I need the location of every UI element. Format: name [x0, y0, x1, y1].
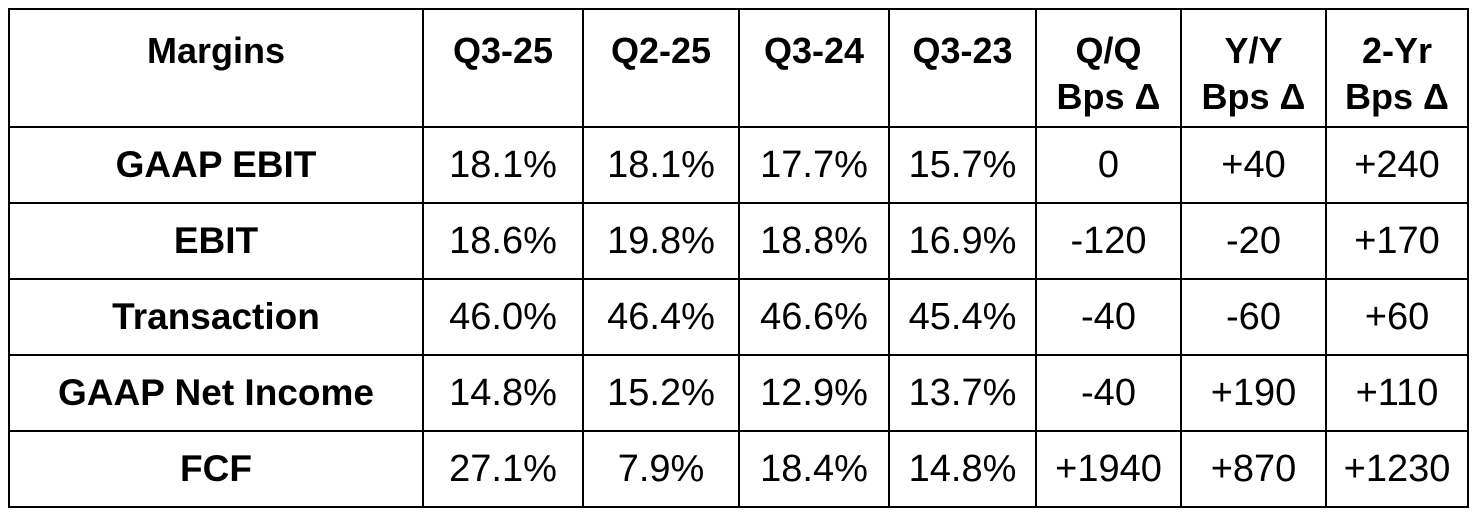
table-row: EBIT 18.6% 19.8% 18.8% 16.9% -120 -20 +170	[8, 202, 1469, 280]
table-row: FCF 27.1% 7.9% 18.4% 14.8% +1940 +870 +1230	[8, 430, 1469, 508]
cell: +170	[1325, 202, 1469, 280]
cell: 45.4%	[888, 278, 1037, 356]
header-cell: Q3-24	[738, 8, 890, 128]
cell: 27.1%	[422, 430, 584, 508]
cell: 16.9%	[888, 202, 1037, 280]
cell: 13.7%	[888, 354, 1037, 432]
cell: +1940	[1035, 430, 1182, 508]
cell: 18.1%	[422, 126, 584, 204]
cell: 15.2%	[582, 354, 740, 432]
cell: 17.7%	[738, 126, 890, 204]
row-label: FCF	[8, 430, 424, 508]
cell: 19.8%	[582, 202, 740, 280]
table-row: GAAP Net Income 14.8% 15.2% 12.9% 13.7% -40 +1…	[8, 354, 1469, 432]
table-row: GAAP EBIT 18.1% 18.1% 17.7% 15.7% 0 +40 +240	[8, 126, 1469, 204]
header-cell: Margins	[8, 8, 424, 128]
header-row: Margins Q3-25 Q2-25 Q3-24 Q3-23 Q/Q Bps Δ Y/Y …	[8, 8, 1469, 128]
row-label: GAAP Net Income	[8, 354, 424, 432]
header-cell: Q/Q Bps Δ	[1035, 8, 1182, 128]
table-row: Transaction 46.0% 46.4% 46.6% 45.4% -40 -60 +60	[8, 278, 1469, 356]
cell: +110	[1325, 354, 1469, 432]
cell: 14.8%	[422, 354, 584, 432]
cell: -120	[1035, 202, 1182, 280]
cell: 12.9%	[738, 354, 890, 432]
header-cell: Q3-23	[888, 8, 1037, 128]
header-cell: Y/Y Bps Δ	[1180, 8, 1327, 128]
cell: 46.6%	[738, 278, 890, 356]
row-label: Transaction	[8, 278, 424, 356]
cell: 18.1%	[582, 126, 740, 204]
cell: 7.9%	[582, 430, 740, 508]
cell: 0	[1035, 126, 1182, 204]
cell: 18.8%	[738, 202, 890, 280]
cell: +240	[1325, 126, 1469, 204]
cell: -40	[1035, 278, 1182, 356]
cell: 14.8%	[888, 430, 1037, 508]
header-cell: 2-Yr Bps Δ	[1325, 8, 1469, 128]
cell: 18.6%	[422, 202, 584, 280]
cell: 15.7%	[888, 126, 1037, 204]
margins-table: Margins Q3-25 Q2-25 Q3-24 Q3-23 Q/Q Bps Δ Y/Y …	[8, 8, 1469, 508]
cell: 46.4%	[582, 278, 740, 356]
header-cell: Q3-25	[422, 8, 584, 128]
table-body: GAAP EBIT 18.1% 18.1% 17.7% 15.7% 0 +40 +240 EBI…	[8, 126, 1469, 508]
cell: +40	[1180, 126, 1327, 204]
cell: -20	[1180, 202, 1327, 280]
cell: -40	[1035, 354, 1182, 432]
cell: +190	[1180, 354, 1327, 432]
cell: -60	[1180, 278, 1327, 356]
cell: +60	[1325, 278, 1469, 356]
header-cell: Q2-25	[582, 8, 740, 128]
row-label: EBIT	[8, 202, 424, 280]
cell: 46.0%	[422, 278, 584, 356]
cell: +1230	[1325, 430, 1469, 508]
cell: 18.4%	[738, 430, 890, 508]
row-label: GAAP EBIT	[8, 126, 424, 204]
cell: +870	[1180, 430, 1327, 508]
